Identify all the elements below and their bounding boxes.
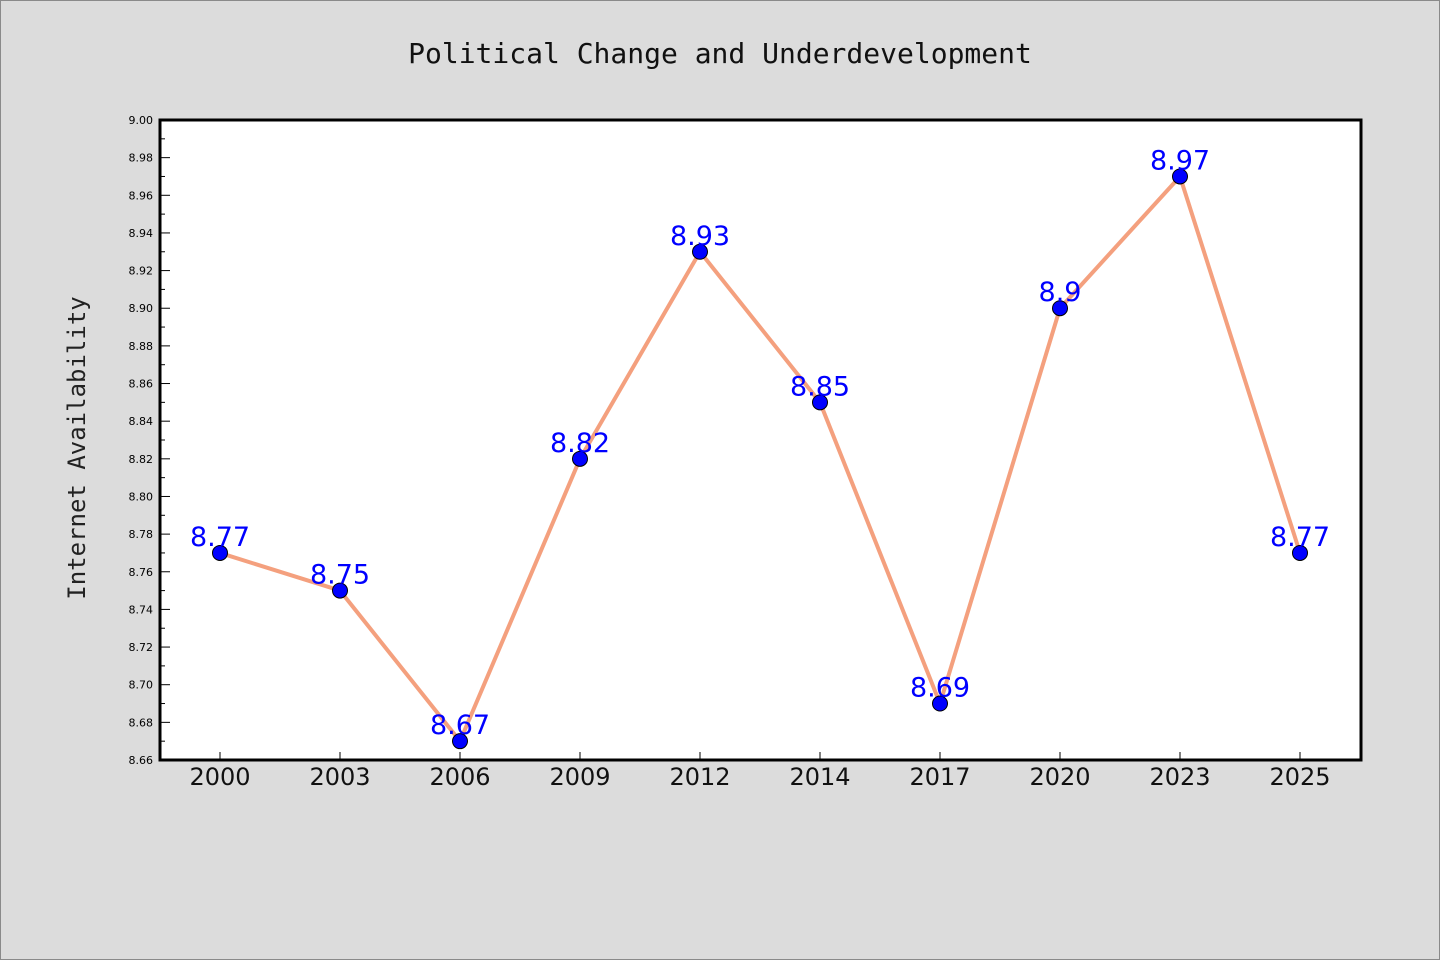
y-tick-label: 8.80 bbox=[129, 490, 154, 503]
x-tick-label: 2000 bbox=[189, 763, 250, 791]
data-label: 8.69 bbox=[910, 673, 970, 704]
plot-area bbox=[160, 120, 1361, 760]
x-tick-label: 2012 bbox=[669, 763, 730, 791]
x-tick-label: 2025 bbox=[1269, 763, 1330, 791]
y-tick-label: 8.88 bbox=[129, 340, 154, 353]
data-point bbox=[1172, 168, 1188, 185]
data-point bbox=[932, 695, 948, 712]
y-axis-label: Internet Availability bbox=[63, 296, 91, 599]
x-tick-label: 2023 bbox=[1149, 763, 1210, 791]
data-point bbox=[572, 450, 588, 467]
data-label: 8.77 bbox=[1270, 522, 1330, 553]
data-label: 8.75 bbox=[310, 560, 370, 591]
data-label: 8.9 bbox=[1039, 277, 1082, 308]
y-tick-label: 8.68 bbox=[129, 716, 154, 729]
data-point bbox=[812, 394, 828, 411]
data-point bbox=[452, 733, 468, 750]
x-tick-label: 2003 bbox=[309, 763, 370, 791]
data-point bbox=[1052, 300, 1068, 317]
plot-frame bbox=[158, 118, 1363, 762]
y-tick-label: 8.92 bbox=[129, 265, 154, 278]
data-point bbox=[1292, 544, 1308, 561]
y-tick-label: 8.86 bbox=[129, 378, 154, 391]
y-tick-label: 8.96 bbox=[129, 189, 154, 202]
y-tick-label: 8.84 bbox=[129, 415, 154, 428]
y-tick-label: 8.70 bbox=[129, 679, 154, 692]
y-tick-label: 9.00 bbox=[129, 114, 154, 127]
y-tick-label: 8.94 bbox=[129, 227, 154, 240]
x-axis: 2000 2003 2006 2009 2012 2014 2017 2020 2023 2025 bbox=[189, 752, 1331, 791]
series-line bbox=[218, 174, 1302, 744]
data-label: 8.85 bbox=[790, 371, 850, 402]
y-tick-label: 8.78 bbox=[129, 528, 154, 541]
x-tick-label: 2020 bbox=[1029, 763, 1090, 791]
series-layer: 8.77 8.75 8.67 8.82 8.93 8.85 8.69 8.9 8.97 8.77 bbox=[190, 145, 1330, 750]
data-point bbox=[692, 243, 708, 260]
y-tick-label: 8.90 bbox=[129, 302, 154, 315]
x-tick-label: 2017 bbox=[909, 763, 970, 791]
y-tick-label: 8.82 bbox=[129, 453, 154, 466]
data-label: 8.67 bbox=[430, 710, 490, 741]
chart-title: Political Change and Underdevelopment bbox=[408, 37, 1032, 70]
y-tick-label: 8.76 bbox=[129, 566, 154, 579]
x-tick-label: 2006 bbox=[429, 763, 490, 791]
data-label: 8.82 bbox=[550, 428, 610, 459]
data-label: 8.77 bbox=[190, 522, 250, 553]
data-label: 8.93 bbox=[670, 221, 730, 252]
y-tick-label: 8.74 bbox=[129, 603, 154, 616]
data-point bbox=[332, 582, 348, 599]
x-tick-label: 2009 bbox=[549, 763, 610, 791]
y-axis: 8.66 8.68 8.70 8.72 8.74 8.76 8.78 8.80 8.82 8.84… bbox=[129, 114, 170, 767]
y-tick-label: 8.66 bbox=[129, 754, 154, 767]
x-tick-label: 2014 bbox=[789, 763, 850, 791]
y-tick-label: 8.72 bbox=[129, 641, 154, 654]
data-label: 8.97 bbox=[1150, 145, 1210, 176]
y-tick-label: 8.98 bbox=[129, 152, 154, 165]
data-point bbox=[212, 544, 228, 561]
